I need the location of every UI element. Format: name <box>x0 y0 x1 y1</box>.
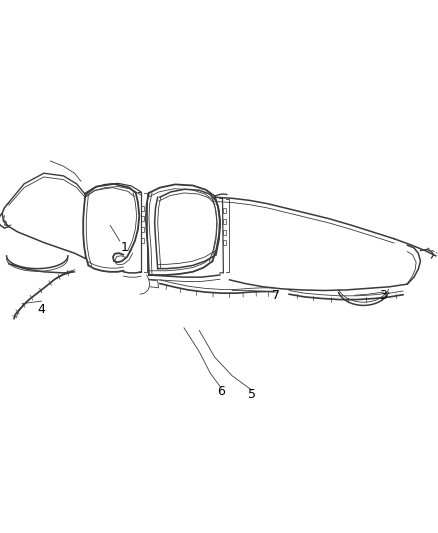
Bar <box>141 238 144 243</box>
Text: 4: 4 <box>38 303 46 316</box>
Text: 7: 7 <box>272 289 280 302</box>
Bar <box>141 216 144 221</box>
Bar <box>223 208 226 213</box>
Bar <box>223 219 226 224</box>
Text: 6: 6 <box>217 385 225 398</box>
Bar <box>141 206 144 211</box>
Bar <box>223 230 226 235</box>
Bar <box>141 227 144 232</box>
Text: 3: 3 <box>379 289 387 302</box>
Text: 5: 5 <box>248 388 256 401</box>
Bar <box>223 240 226 245</box>
Text: 1: 1 <box>121 241 129 254</box>
